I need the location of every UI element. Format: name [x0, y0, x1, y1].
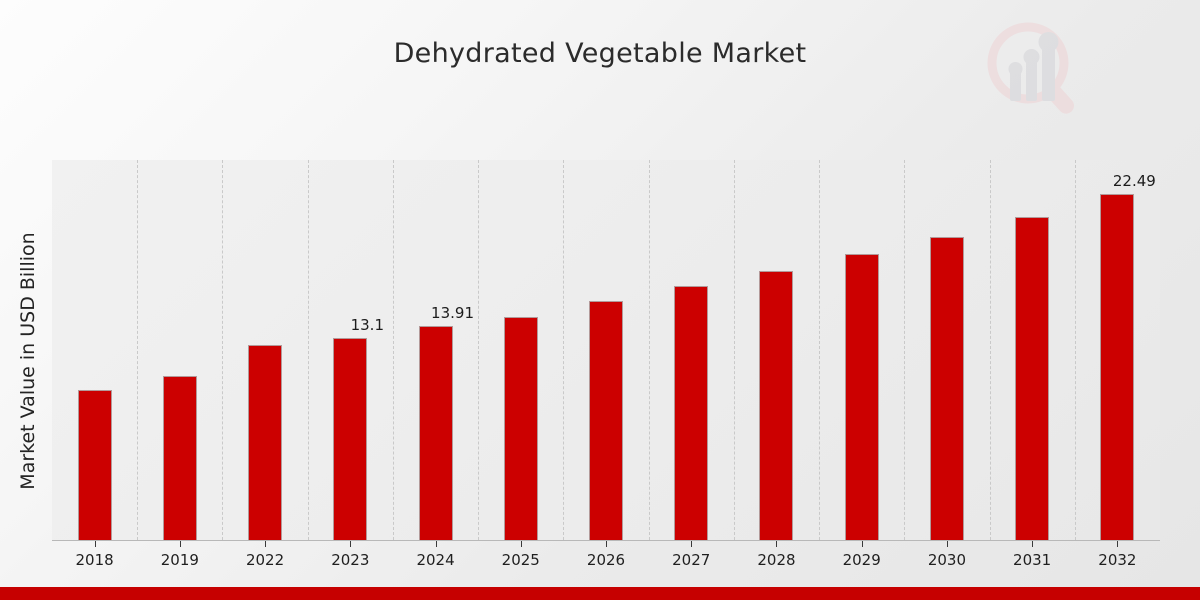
bar-2026	[589, 301, 623, 540]
bar-2025	[503, 317, 538, 540]
gridline	[1075, 160, 1076, 540]
footer-accent-bar	[0, 587, 1200, 600]
x-tick-2026	[606, 541, 607, 547]
y-axis-label: Market Value in USD Billion	[17, 232, 39, 490]
x-tick-2025	[521, 541, 522, 547]
bar-2032	[1100, 194, 1135, 540]
gridline	[904, 160, 905, 540]
x-tick-label-2027: 2027	[672, 551, 711, 569]
bar-2023	[333, 338, 368, 540]
gridline	[393, 160, 394, 540]
gridline	[734, 160, 735, 540]
x-tick-2019	[180, 541, 181, 547]
x-tick-label-2031: 2031	[1013, 551, 1052, 569]
x-tick-label-2022: 2022	[245, 551, 285, 569]
bar-2028	[759, 270, 794, 540]
x-tick-2022	[265, 541, 266, 547]
x-tick-label-2023: 2023	[331, 551, 370, 569]
x-tick-2024	[436, 541, 437, 547]
bar-value-label-2032: 22.49	[1112, 172, 1156, 190]
bar-2031	[1015, 216, 1050, 540]
x-tick-2030	[947, 541, 948, 547]
bar-2019	[162, 376, 197, 540]
gridline	[308, 160, 309, 540]
gridline	[819, 160, 820, 540]
x-tick-2031	[1032, 541, 1033, 547]
bar-2024	[418, 326, 453, 540]
bar-2022	[248, 345, 283, 540]
bar-2027	[674, 285, 709, 540]
plot-area: 13.1 13.91 22.49 2018 2019 2022 2023 2024 2025 2…	[52, 160, 1160, 569]
x-tick-label-2018: 2018	[75, 551, 114, 569]
x-tick-label-2019: 2019	[160, 551, 199, 569]
gridline	[990, 160, 991, 540]
gridline	[137, 160, 138, 540]
x-tick-label-2024: 2024	[416, 551, 455, 569]
gridline	[563, 160, 564, 540]
bar-2030	[929, 236, 964, 540]
bar-value-label-2023: 13.1	[350, 316, 384, 335]
x-tick-2027	[691, 541, 692, 547]
gridline	[649, 160, 650, 540]
page-title: Dehydrated Vegetable Market	[393, 38, 807, 69]
x-tick-label-2030: 2030	[927, 551, 967, 569]
bar-2018	[77, 389, 112, 540]
x-tick-label-2025: 2025	[501, 551, 540, 569]
x-tick-label-2032: 2032	[1098, 551, 1137, 569]
bar-2029	[844, 253, 879, 540]
x-axis-line	[52, 540, 1160, 541]
x-tick-2028	[776, 541, 777, 547]
x-tick-2023	[350, 541, 351, 547]
x-tick-2032	[1117, 541, 1118, 547]
x-tick-2018	[95, 541, 96, 547]
x-tick-label-2026: 2026	[586, 551, 626, 569]
x-tick-2029	[862, 541, 863, 547]
bar-value-label-2024: 13.91	[431, 304, 474, 322]
x-tick-label-2029: 2029	[842, 551, 881, 569]
gridline	[478, 160, 479, 540]
x-tick-label-2028: 2028	[757, 551, 796, 569]
gridline	[222, 160, 223, 540]
